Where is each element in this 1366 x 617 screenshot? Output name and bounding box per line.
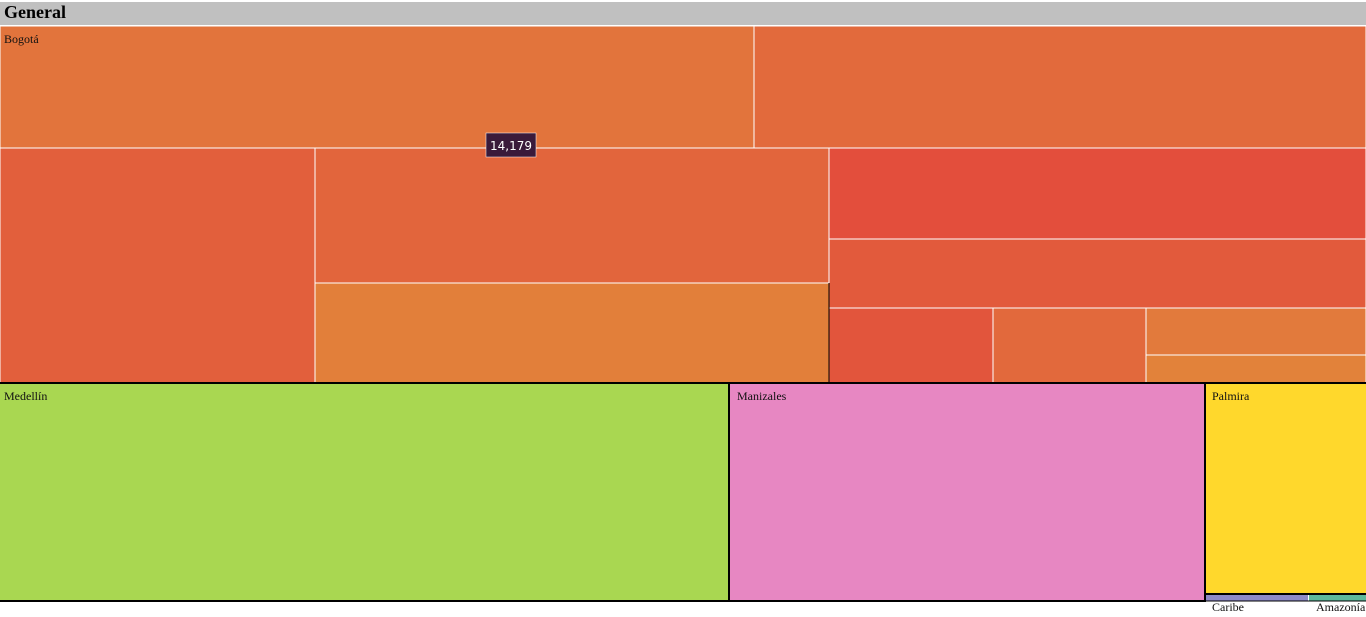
cell[interactable]: [1205, 383, 1366, 594]
tooltip-box: [485, 132, 537, 158]
cell[interactable]: [1145, 307, 1366, 356]
region-label: Caribe: [1212, 600, 1244, 614]
cell[interactable]: [314, 282, 830, 384]
region-label: Bogotá: [4, 32, 39, 46]
cell[interactable]: [828, 238, 1366, 309]
cell[interactable]: [729, 383, 1205, 601]
cell[interactable]: [0, 383, 729, 601]
region-label: Manizales: [737, 389, 787, 403]
cell[interactable]: [828, 147, 1366, 240]
border: [1204, 382, 1366, 595]
cell[interactable]: [0, 25, 755, 149]
header-bar[interactable]: [0, 2, 1366, 25]
cell[interactable]: [314, 147, 830, 284]
tooltip-text: 14,179: [490, 139, 532, 153]
region-label: Medellín: [4, 389, 47, 403]
cell[interactable]: [992, 307, 1147, 384]
tooltip: 14,179: [485, 132, 537, 158]
cell[interactable]: [1205, 594, 1308, 601]
region-label: Palmira: [1212, 389, 1250, 403]
cell[interactable]: [1145, 354, 1366, 384]
header-title: General: [4, 2, 66, 22]
cell[interactable]: [1309, 594, 1366, 601]
cell[interactable]: [0, 147, 316, 384]
bogota-group: Bogotá: [0, 25, 1366, 384]
region-label: Amazonía: [1316, 600, 1366, 614]
cell[interactable]: [753, 25, 1366, 149]
cell[interactable]: [828, 307, 994, 384]
